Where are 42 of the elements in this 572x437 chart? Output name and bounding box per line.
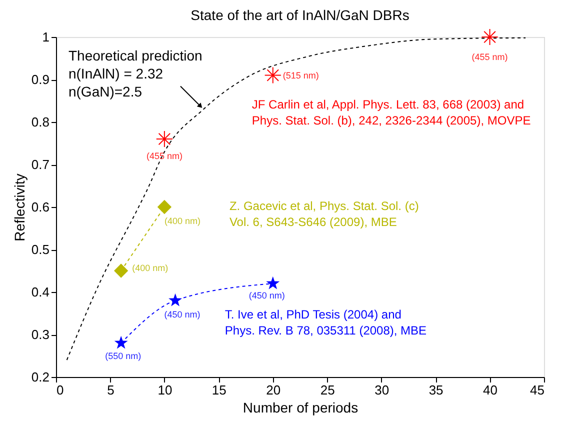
x-tick-label: 0 xyxy=(56,382,64,398)
x-axis-title: Number of periods xyxy=(242,400,358,416)
annotation: (550 nm) xyxy=(105,351,142,361)
y-tick-label: 0.8 xyxy=(31,114,50,130)
x-tick-label: 30 xyxy=(374,382,390,398)
y-tick-label: 0.5 xyxy=(31,242,50,257)
chart-title: State of the art of InAlN/GaN DBRs xyxy=(190,6,410,23)
y-axis-title: Reflectivity xyxy=(11,174,28,242)
point xyxy=(114,336,128,349)
x-tick-label: 40 xyxy=(483,382,498,398)
annotation: (400 nm) xyxy=(132,262,168,273)
annotation: (515 nm) xyxy=(282,70,319,80)
point xyxy=(264,66,282,84)
x-tick-label: 20 xyxy=(266,382,281,398)
x-tick-label: 45 xyxy=(530,382,544,398)
text: Z. Gacevic et al, Phys. Stat. Sol. (c) Vol. 6, S643-S646 (2009), MBE xyxy=(229,199,419,229)
x-tick-label: 5 xyxy=(107,382,114,398)
y-tick-label: 0.4 xyxy=(31,284,50,300)
annotation: (400 nm) xyxy=(164,216,200,226)
point xyxy=(168,293,182,306)
point xyxy=(481,28,498,46)
annotation: (450 nm) xyxy=(164,310,200,320)
point xyxy=(114,264,128,278)
y-tick-label: 1 xyxy=(42,30,50,44)
series-label: JF Carlin et al, Appl. Phys. Lett. 83, 668 (2003) and Phys. Stat. Sol. (b), 242, 2326-2344 (2005), MOVPE xyxy=(252,97,531,128)
point xyxy=(266,276,280,290)
x-tick-label: 25 xyxy=(320,382,335,398)
point xyxy=(157,200,172,214)
y-tick-label: 0.3 xyxy=(31,327,50,342)
y-tick-label: 0.6 xyxy=(31,200,50,214)
y-tick-label: 0.9 xyxy=(31,72,50,87)
series-label: T. Ive et al, PhD Tesis (2004) and Phys. Rev. B 78, 035311 (2008), MBE xyxy=(224,308,427,338)
y-tick-label: 0.7 xyxy=(31,157,50,172)
x-tick-label: 10 xyxy=(158,382,172,398)
point xyxy=(156,130,174,148)
annotation: (455 nm) xyxy=(146,151,182,161)
x-tick-label: 15 xyxy=(212,382,226,398)
annotation: (455 nm) xyxy=(472,52,508,62)
annotation: (450 nm) xyxy=(248,290,285,300)
y-tick-label: 0.2 xyxy=(31,370,50,384)
x-tick-label: 35 xyxy=(428,382,444,398)
series-label: Theoretical prediction n(InAlN) = 2.32 n(GaN)=2.5 xyxy=(68,47,202,100)
